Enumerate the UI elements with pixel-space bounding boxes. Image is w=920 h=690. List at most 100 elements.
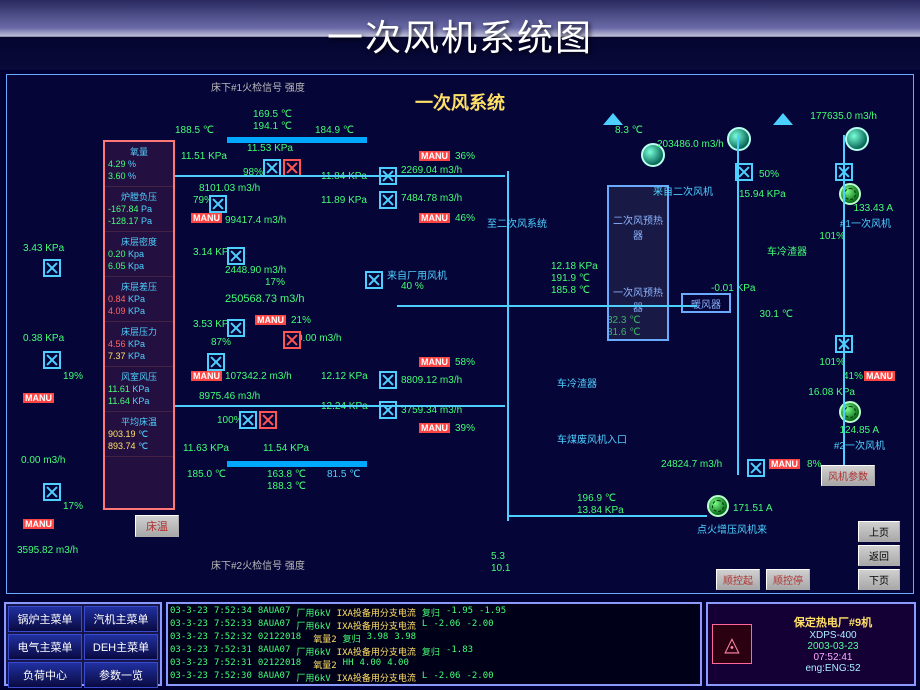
valve-l1[interactable] xyxy=(43,259,61,277)
pipe-t1 xyxy=(175,175,505,177)
sec-v2: 11.64 xyxy=(108,396,130,406)
flow-4: 107342.2 m3/h xyxy=(225,371,292,382)
left-kpa-2: 0.38 KPa xyxy=(23,333,64,344)
scada-canvas: 一次风系统 床下#1火检信号 强度 床下#2火检信号 强度 5.3 10.1 氧… xyxy=(6,74,914,594)
flow-2: 99417.4 m3/h xyxy=(225,215,286,226)
r-flow-1: 203486.0 m3/h xyxy=(657,139,724,150)
left-pct: 19% xyxy=(63,371,83,382)
preheater-bot-label: 一次风预热器 xyxy=(613,284,663,314)
c2-t-in: 8.3 ℃ xyxy=(615,125,643,136)
menu-elec[interactable]: 电气主菜单 xyxy=(8,634,82,660)
plant-name: 保定热电厂#9机 xyxy=(756,614,910,630)
pct-39: 39% xyxy=(455,423,475,434)
sec-v1: 4.56 xyxy=(108,339,126,349)
page-back-button[interactable]: 返回 xyxy=(858,545,900,566)
valve-4[interactable] xyxy=(379,191,397,209)
valve-9r[interactable] xyxy=(259,411,277,429)
t-low-d: 81.5 ℃ xyxy=(327,469,360,480)
alarm-log: 03-3-237:52:348AUA07厂用6kVIXA投备用分支电流复归-1.… xyxy=(166,602,702,686)
sec-u1: Pa xyxy=(141,204,152,214)
valve-2[interactable] xyxy=(209,195,227,213)
sec-title: 平均床温 xyxy=(108,416,170,428)
manu-2: MANU xyxy=(191,213,222,223)
menu-params[interactable]: 参数一览 xyxy=(84,662,158,688)
c2-t4: 30.1 ℃ xyxy=(760,309,793,320)
pipe-main-v xyxy=(507,171,509,521)
pipe-low-h xyxy=(507,515,707,517)
kpa-g: 12.12 KPa xyxy=(321,371,368,382)
sec-v1: 4.29 xyxy=(108,159,126,169)
menu-deh[interactable]: DEH主菜单 xyxy=(84,634,158,660)
r-lab1: #1一次风机 xyxy=(840,215,891,230)
r-kpa3: 15.94 KPa xyxy=(739,189,786,200)
valve-r4[interactable] xyxy=(747,459,765,477)
sec-v1: -167.84 xyxy=(108,204,139,214)
c2-dest2: 车冷渣器 xyxy=(767,243,807,258)
sec-v2: 6.05 xyxy=(108,261,126,271)
manu-3: MANU xyxy=(419,213,450,223)
seq-start-button[interactable]: 顺控起 xyxy=(716,569,760,590)
fan-3[interactable] xyxy=(707,495,729,517)
r-flow-3: 24824.7 m3/h xyxy=(661,459,722,470)
boiler-sec-1: 炉膛负压-167.84 Pa-128.17 Pa xyxy=(105,187,173,232)
r-dest3: 车煤废风机入口 xyxy=(557,431,627,446)
log-row: 03-3-237:52:348AUA07厂用6kVIXA投备用分支电流复归-1.… xyxy=(170,606,698,619)
left-kpa-1: 3.43 KPa xyxy=(23,243,64,254)
page-down-button[interactable]: 下页 xyxy=(858,569,900,590)
sec-title: 床层差压 xyxy=(108,281,170,293)
valve-7[interactable] xyxy=(207,353,225,371)
boiler-sec-6: 平均床温903.19 ℃893.74 ℃ xyxy=(105,412,173,457)
src2-label: 来自厂用风机 xyxy=(387,267,447,282)
menu-turbine[interactable]: 汽机主菜单 xyxy=(84,606,158,632)
menu-load[interactable]: 负荷中心 xyxy=(8,662,82,688)
valve-src2[interactable] xyxy=(365,271,383,289)
sec-title: 风室风压 xyxy=(108,371,170,383)
valve-l3[interactable] xyxy=(43,483,61,501)
fan-param-button[interactable]: 风机参数 xyxy=(821,465,875,486)
time: 07:52:41 xyxy=(756,652,910,663)
fan-circle-2[interactable] xyxy=(727,127,751,151)
menu-boiler[interactable]: 锅炉主菜单 xyxy=(8,606,82,632)
manu-5: MANU xyxy=(191,371,222,381)
manu-6: MANU xyxy=(419,357,450,367)
sec-v2: 7.37 xyxy=(108,351,126,361)
r-dest4: 车冷渣器 xyxy=(557,375,597,390)
log-row: 03-3-237:52:3202122018氧量2复归3.983.98 xyxy=(170,632,698,645)
valve-5[interactable] xyxy=(227,247,245,265)
valve-8[interactable] xyxy=(379,371,397,389)
valve-10[interactable] xyxy=(379,401,397,419)
valve-l2[interactable] xyxy=(43,351,61,369)
kpa-d: 11.89 KPa xyxy=(321,195,367,206)
sec-title: 氧量 xyxy=(108,146,170,158)
valve-9[interactable] xyxy=(239,411,257,429)
temp-1: 169.5 ℃ xyxy=(253,109,292,120)
seq-stop-button[interactable]: 顺控停 xyxy=(766,569,810,590)
eng: eng:ENG:52 xyxy=(756,663,910,674)
boiler-sec-2: 床层密度0.20 Kpa6.05 Kpa xyxy=(105,232,173,277)
valve-6[interactable] xyxy=(227,319,245,337)
src2-pct: 40 % xyxy=(401,281,424,292)
valve-6r[interactable] xyxy=(283,331,301,349)
page-up-button[interactable]: 上页 xyxy=(858,521,900,542)
log-row: 03-3-237:52:338AUA07厂用6kVIXA投备用分支电流L-2.0… xyxy=(170,619,698,632)
plant-logo-icon: ◬ xyxy=(712,624,752,664)
fan-circle-3[interactable] xyxy=(845,127,869,151)
pct-58: 58% xyxy=(455,357,475,368)
kpa-b: 11.53 KPa xyxy=(247,143,293,154)
flow-3: 2448.90 m3/h xyxy=(225,265,286,276)
sec-u2: Pa xyxy=(141,216,152,226)
log-row: 03-3-237:52:318AUA07厂用6kVIXA投备用分支电流复归-1.… xyxy=(170,645,698,658)
sequence-controls: 顺控起 顺控停 xyxy=(716,569,810,590)
boiler-column: 氧量4.29 %3.60 % 炉膛负压-167.84 Pa-128.17 Pa … xyxy=(103,140,175,510)
t-low-b: 163.8 ℃ xyxy=(267,469,306,480)
info-panel: ◬ 保定热电厂#9机 XDPS-400 2003-03-23 07:52:41 … xyxy=(706,602,916,686)
funnel-2 xyxy=(773,113,793,125)
kpa-a: 11.51 KPa xyxy=(181,151,227,162)
sec-u1: ℃ xyxy=(138,429,148,439)
bed-temp-button[interactable]: 床温 xyxy=(135,515,179,537)
sec-u1: KPa xyxy=(128,339,145,349)
date: 2003-03-23 xyxy=(756,641,910,652)
flow-g: 8809.12 m3/h xyxy=(401,375,462,386)
manu-r1: MANU xyxy=(864,371,895,381)
r-a3: 171.51 A xyxy=(733,503,773,514)
